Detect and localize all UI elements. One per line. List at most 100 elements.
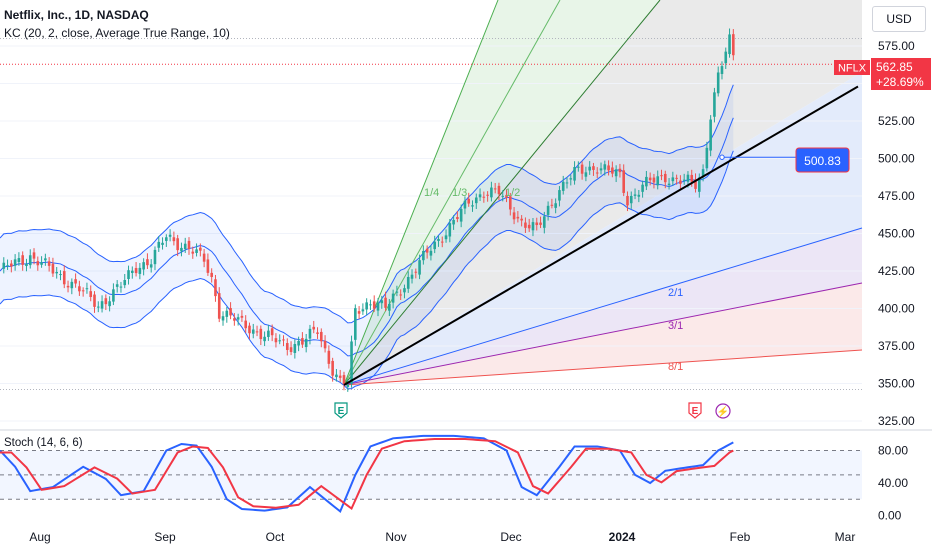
candle-body — [595, 172, 599, 174]
fan-line — [343, 0, 661, 386]
candle-body — [59, 274, 62, 276]
fan-label: 3/1 — [668, 320, 683, 332]
candle-body — [482, 196, 486, 198]
candle-body — [448, 223, 452, 237]
price-tick-label: 525.00 — [878, 114, 915, 128]
candle-body — [157, 241, 161, 248]
candle-body — [384, 297, 387, 308]
candle-body — [127, 270, 130, 279]
fan-label: 1/3 — [452, 187, 467, 199]
candle-body — [304, 338, 308, 348]
candle-body — [501, 195, 505, 197]
time-tick-label: Mar — [835, 530, 856, 544]
lightning-icon: ⚡ — [717, 405, 729, 418]
candle-body — [51, 263, 55, 274]
candle-body — [6, 265, 9, 267]
candle-body — [486, 194, 489, 196]
candle-body — [270, 328, 274, 336]
fan-line — [343, 282, 863, 386]
candle-body — [637, 194, 641, 197]
lightning-badge-shape — [715, 403, 731, 419]
candle-body — [652, 177, 656, 183]
candle-body — [153, 249, 157, 265]
candle-body — [543, 216, 546, 228]
currency-button[interactable]: USD — [872, 6, 926, 32]
candle-body — [512, 212, 516, 220]
price-tick-label: 375.00 — [878, 339, 915, 353]
candle-body — [217, 293, 221, 319]
earnings-badge-shape — [688, 402, 702, 419]
candle-body — [452, 219, 455, 225]
candle-body — [308, 328, 312, 339]
candle-body — [327, 350, 331, 364]
candle-body — [47, 261, 51, 266]
candle-body — [21, 255, 24, 265]
candle-body — [119, 286, 123, 288]
time-tick-label: Nov — [385, 530, 406, 544]
price-tick-label: 425.00 — [878, 264, 915, 278]
candle-body — [2, 262, 6, 269]
candle-body — [17, 258, 21, 262]
candle-body — [267, 330, 270, 337]
indicator-label: KC (20, 2, close, Average True Range, 10… — [4, 26, 230, 40]
candle-body — [274, 338, 278, 343]
candle-body — [346, 384, 350, 387]
earnings-marker: E — [334, 402, 348, 419]
candle-body — [618, 168, 622, 173]
candle-body — [131, 270, 134, 273]
candle-body — [380, 300, 384, 304]
symbol-tag-bg — [834, 60, 870, 75]
fan-line — [343, 0, 561, 386]
candle-body — [100, 301, 104, 309]
symbol-tag: NFLX — [838, 63, 867, 75]
candle-body — [123, 279, 127, 286]
trendline-tag-bg — [795, 147, 850, 173]
candle-body — [422, 250, 425, 261]
candle-body — [199, 247, 202, 251]
candle-body — [456, 217, 459, 220]
candle-body — [350, 341, 353, 384]
candle-body — [516, 216, 520, 219]
candle-body — [565, 182, 569, 184]
candle-body — [429, 250, 433, 256]
price-tick-label: 450.00 — [878, 227, 915, 241]
candle-body — [104, 298, 108, 305]
fan-label: 8/1 — [668, 361, 683, 373]
candle-body — [728, 34, 731, 55]
earnings-label: E — [338, 406, 345, 417]
candle-body — [210, 272, 213, 278]
candle-body — [70, 281, 74, 289]
candle-body — [561, 181, 565, 191]
stoch-tick-label: 40.00 — [878, 476, 908, 490]
stoch-tick-label: 80.00 — [878, 444, 908, 458]
candle-body — [32, 252, 36, 259]
candle-body — [558, 190, 561, 201]
candle-body — [698, 177, 701, 192]
candle-body — [607, 165, 610, 171]
candle-body — [580, 164, 584, 174]
candle-body — [433, 241, 436, 250]
time-tick-label: Dec — [500, 530, 521, 544]
candle-body — [142, 262, 145, 270]
candle-body — [244, 320, 247, 329]
candle-body — [667, 183, 671, 186]
event-markers: E E ⚡ — [334, 402, 731, 419]
candle-body — [539, 222, 542, 225]
trendline — [343, 85, 859, 386]
candle-body — [440, 241, 444, 243]
price-tick-label: 350.00 — [878, 377, 915, 391]
candle-body — [577, 166, 580, 168]
stoch-label: Stoch (14, 6, 6) — [4, 437, 83, 449]
stoch-tick-label: 0.00 — [878, 509, 902, 523]
price-label: NFLX 562.85+28.69% — [834, 58, 931, 90]
candle-body — [44, 258, 47, 261]
candle-body — [713, 92, 716, 117]
candle-body — [573, 167, 576, 181]
candle-body — [592, 166, 595, 170]
candle-body — [471, 205, 474, 207]
candle-body — [115, 284, 119, 287]
candle-body — [550, 204, 554, 206]
candle-body — [490, 187, 493, 198]
candle-body — [278, 340, 282, 342]
